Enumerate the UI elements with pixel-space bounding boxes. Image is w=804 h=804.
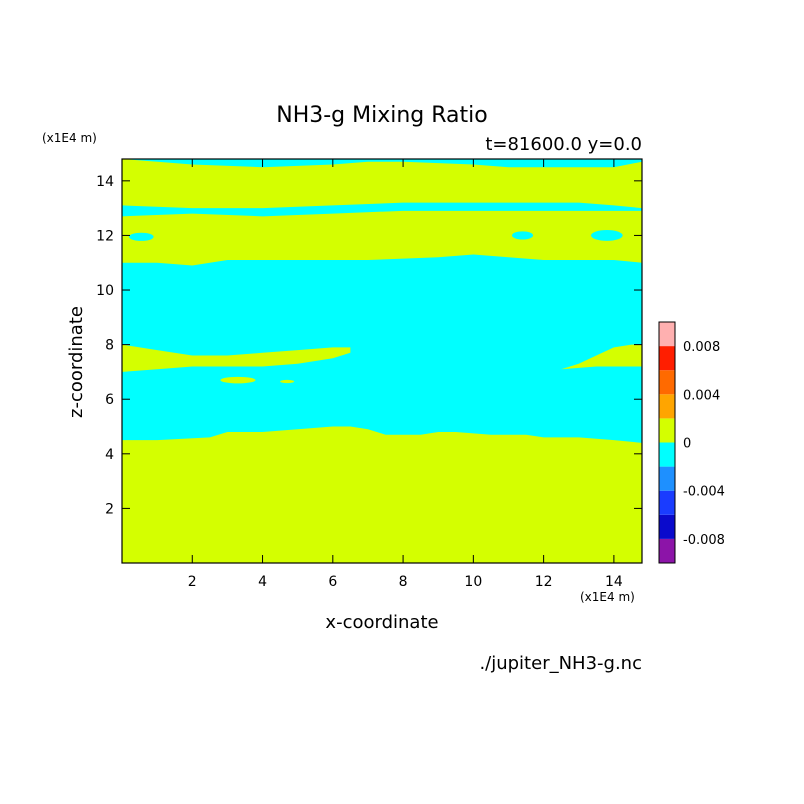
colorbar-swatch — [659, 466, 675, 491]
colorbar-swatch — [659, 538, 675, 563]
contour-blob-4 — [220, 376, 256, 384]
colorbar-swatch — [659, 346, 675, 371]
contour-region-1 — [122, 254, 642, 443]
colorbar-tick-label: 0.004 — [683, 388, 720, 403]
y-axis: 2 4 6 8 10 12 14 — [96, 174, 642, 517]
colorbar-swatch — [659, 490, 675, 515]
y-tick-label: 10 — [96, 283, 114, 299]
contour-blob-3 — [591, 229, 623, 241]
x-unit-label: (x1E4 m) — [580, 590, 635, 604]
x-tick-label: 14 — [605, 574, 623, 590]
x-tick-label: 6 — [328, 574, 337, 590]
contour-blob-2 — [512, 231, 534, 240]
colorbar-swatch — [659, 322, 675, 347]
y-tick-label: 8 — [105, 338, 114, 354]
colorbar-swatch — [659, 514, 675, 539]
colorbar-swatch — [659, 442, 675, 467]
x-tick-label: 10 — [464, 574, 482, 590]
x-tick-label: 4 — [258, 574, 267, 590]
x-axis: 2 4 6 8 10 12 14 — [188, 159, 623, 590]
colorbar-tick-label: 0 — [683, 437, 691, 452]
contour-region-4 — [122, 202, 642, 217]
y-tick-label: 2 — [105, 501, 114, 517]
x-tick-label: 2 — [188, 574, 197, 590]
contour-fills — [122, 159, 642, 443]
colorbar-tick-label: 0.008 — [683, 340, 720, 355]
plot-frame — [121, 158, 643, 564]
contour-region-3 — [561, 344, 642, 370]
x-axis-label: x-coordinate — [325, 612, 438, 633]
y-tick-label: 4 — [105, 447, 114, 463]
colorbar-tick-label: -0.004 — [683, 485, 725, 500]
colorbar-swatch — [659, 394, 675, 419]
plot-area — [121, 158, 643, 564]
contour-blob-5 — [280, 379, 295, 384]
colorbar-swatch — [659, 370, 675, 395]
contour-region-2 — [122, 344, 351, 372]
y-tick-label: 6 — [105, 392, 114, 408]
colorbar-tick-label: -0.008 — [683, 533, 725, 548]
colorbar: 0.008 0.004 0 -0.004 -0.008 — [658, 321, 725, 564]
colorbar-frame — [658, 321, 676, 564]
chart-subtitle: t=81600.0 y=0.0 — [485, 134, 642, 155]
y-axis-label: z-coordinate — [66, 306, 87, 418]
file-name: ./jupiter_NH3-g.nc — [479, 653, 642, 674]
x-tick-label: 12 — [535, 574, 553, 590]
contour-region-5 — [122, 159, 642, 168]
y-tick-label: 14 — [96, 174, 114, 190]
y-tick-label: 12 — [96, 228, 114, 244]
z-unit-label: (x1E4 m) — [42, 131, 97, 145]
colorbar-swatch — [659, 418, 675, 443]
chart-title: NH3-g Mixing Ratio — [276, 103, 488, 128]
x-tick-label: 8 — [399, 574, 408, 590]
contour-blob-1 — [129, 232, 154, 241]
